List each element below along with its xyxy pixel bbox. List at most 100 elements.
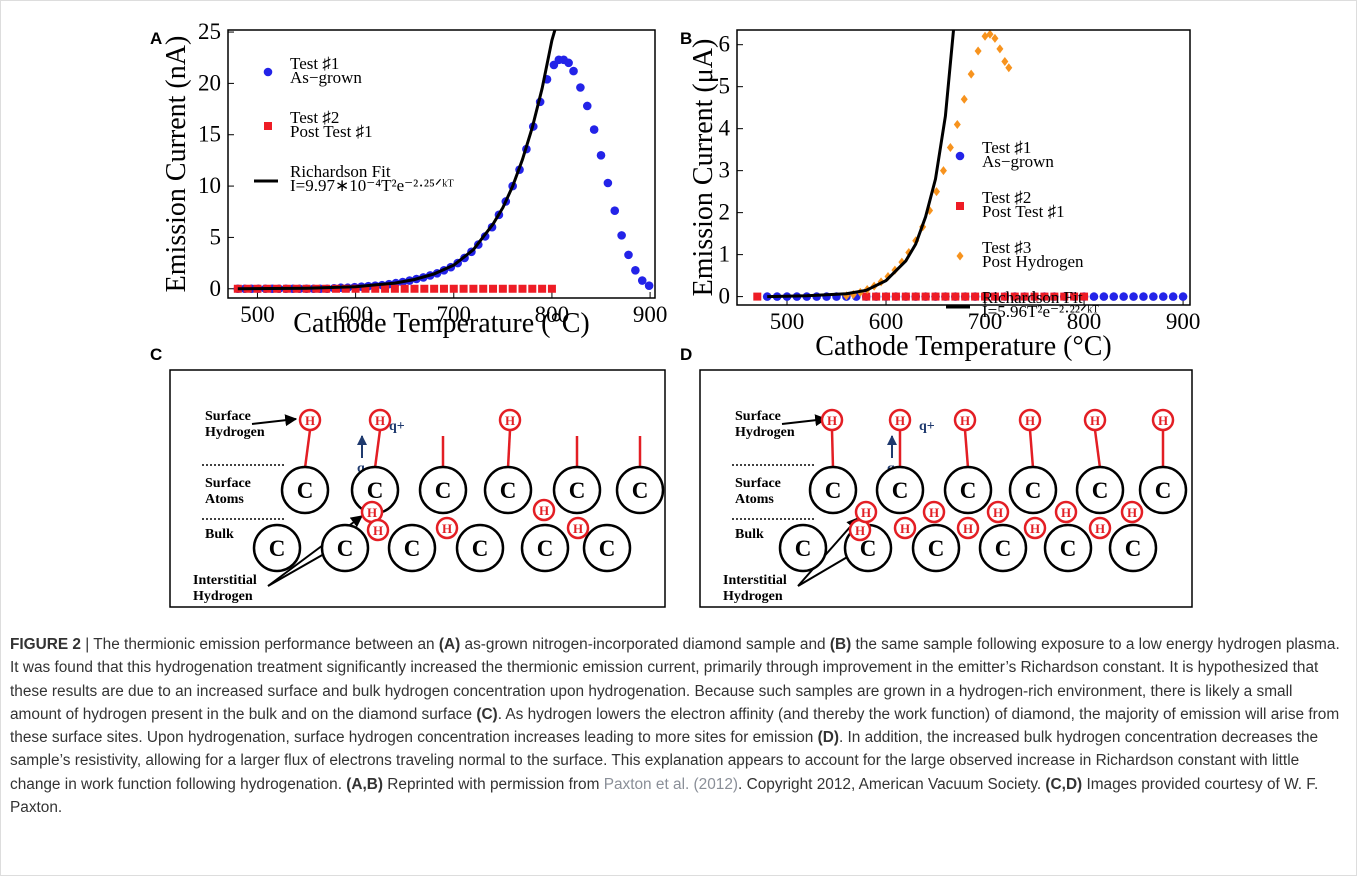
point xyxy=(1119,292,1128,301)
point xyxy=(644,281,654,290)
y-tick-label: 4 xyxy=(719,116,731,141)
atom-label: H xyxy=(573,521,583,536)
legend-label: Test ♯1 As−grown xyxy=(982,138,1054,171)
bond xyxy=(963,429,970,469)
carbon-atom xyxy=(455,523,505,573)
caption-text: | The thermionic emission performance be… xyxy=(80,636,439,653)
point xyxy=(582,101,592,111)
atom-label: C xyxy=(1060,536,1077,561)
y-tick-label: 6 xyxy=(719,32,731,57)
point xyxy=(459,284,468,293)
y-tick-label: 25 xyxy=(198,19,221,44)
caption-text: . As hydrogen lowers the electron affini… xyxy=(10,705,1340,747)
carbon-atom xyxy=(875,465,925,515)
point xyxy=(381,284,390,293)
point xyxy=(986,30,994,39)
hydrogen-atom xyxy=(1088,516,1112,540)
x-tick-label: 800 xyxy=(1067,309,1102,334)
atom-label: H xyxy=(827,413,837,428)
caption-text: . Copyright 2012, American Vacuum Societ… xyxy=(738,775,1046,793)
point xyxy=(469,284,478,293)
y-tick-label: 15 xyxy=(198,122,221,147)
label: Bulk xyxy=(735,527,764,542)
diagram-frame xyxy=(699,369,1193,608)
atom-label: H xyxy=(963,521,973,536)
point xyxy=(538,284,547,293)
point xyxy=(991,33,999,43)
carbon-atom xyxy=(252,523,302,573)
point xyxy=(1070,292,1079,301)
bond xyxy=(373,429,382,469)
point xyxy=(1168,292,1178,301)
bond xyxy=(506,429,512,469)
point xyxy=(420,284,429,293)
caption-text: (A) xyxy=(438,636,461,653)
legend-marker xyxy=(956,251,964,261)
atom-label: C xyxy=(795,536,812,561)
label: Interstitial Hydrogen xyxy=(723,573,787,604)
point xyxy=(974,46,982,56)
y-tick-label: 0 xyxy=(719,284,731,309)
hydrogen-atom xyxy=(1151,408,1175,432)
point xyxy=(596,150,606,160)
x-tick-label: 600 xyxy=(338,302,373,327)
carbon-atom xyxy=(1138,465,1188,515)
caption-text: (C,D) xyxy=(1045,775,1083,793)
point xyxy=(882,292,891,301)
hydrogen-atom xyxy=(1054,500,1078,524)
atom-label: H xyxy=(855,523,865,538)
point xyxy=(1040,292,1049,301)
point xyxy=(931,292,940,301)
x-tick-label: 900 xyxy=(1166,309,1201,334)
y-tick-label: 5 xyxy=(719,74,731,99)
label: Surface Hydrogen xyxy=(205,409,265,440)
point xyxy=(371,284,380,293)
point xyxy=(911,292,920,301)
x-tick-label: 900 xyxy=(633,302,668,327)
hydrogen-atom xyxy=(986,500,1010,524)
legend-marker xyxy=(956,202,964,210)
charge-label: q+ xyxy=(389,419,405,434)
point xyxy=(762,292,772,301)
label: Surface Hydrogen xyxy=(735,409,795,440)
point xyxy=(449,284,458,293)
point xyxy=(1000,292,1009,301)
y-tick-label: 10 xyxy=(198,173,221,198)
point xyxy=(479,284,488,293)
hydrogen-atom xyxy=(1083,408,1107,432)
diagram: C Surface Hydrogen Surface Atoms Bulk Intersti… xyxy=(150,345,666,608)
atom-label: C xyxy=(928,536,945,561)
caption-text: (B) xyxy=(829,636,852,653)
atom-label: H xyxy=(442,521,452,536)
atom-label: C xyxy=(1092,478,1109,503)
atom-label: H xyxy=(1025,413,1035,428)
caption-text: . In addition, the increased bulk hydrog… xyxy=(10,729,1319,793)
caption-text[interactable]: Paxton et al. (2012) xyxy=(603,775,739,793)
carbon-atom xyxy=(943,465,993,515)
diagram-frame xyxy=(169,369,666,608)
x-tick-label: 700 xyxy=(968,309,1003,334)
atom-label: C xyxy=(472,536,489,561)
point xyxy=(508,284,517,293)
legend-label: Test ♯3 Post Hydrogen xyxy=(982,238,1084,271)
point xyxy=(528,284,537,293)
legend-label: Richardson Fit I=5.96T²e⁻²·²²ᐟᵏᵀ xyxy=(982,288,1100,321)
point xyxy=(990,292,999,301)
atom-label: C xyxy=(632,478,649,503)
carbon-atom xyxy=(1108,523,1158,573)
caption-text: FIGURE 2 xyxy=(10,636,81,653)
hydrogen-atom xyxy=(368,408,392,432)
panel-label: B xyxy=(680,29,692,48)
atom-label: C xyxy=(960,478,977,503)
fit-line xyxy=(237,30,557,291)
atom-label: H xyxy=(900,521,910,536)
atom-label: H xyxy=(1090,413,1100,428)
point xyxy=(1139,292,1148,301)
point xyxy=(1149,292,1158,301)
point xyxy=(361,284,370,293)
atom-label: C xyxy=(599,536,616,561)
diagram: D Surface Hydrogen Surface Atoms Bulk Intersti… xyxy=(680,345,1193,608)
arrow xyxy=(251,414,298,427)
point xyxy=(564,58,573,68)
